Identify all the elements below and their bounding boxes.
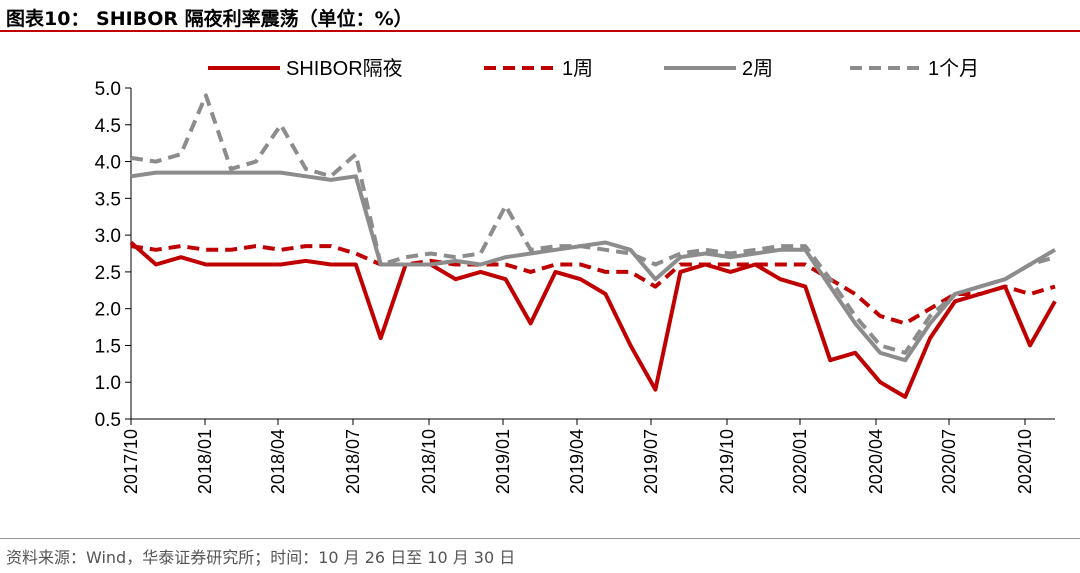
- series-line-2: [130, 170, 1057, 363]
- x-tick-label: 2019/04: [567, 429, 587, 494]
- x-tick-label: 2018/10: [419, 429, 439, 494]
- axes: 0.5 1.0 1.5 2.0 2.5 3.0 3.5 4.0 4.5 5.0 2017/10 201…: [95, 79, 1055, 494]
- x-tick-label: 2018/07: [343, 429, 363, 494]
- x-tick-label: 2020/04: [866, 429, 886, 494]
- x-tick-label: 2017/10: [121, 429, 141, 494]
- y-tick-label: 1.5: [95, 336, 121, 357]
- y-tick-label: 2.5: [95, 263, 121, 284]
- legend-label: SHIBOR隔夜: [286, 57, 403, 80]
- y-tick-label: 4.5: [95, 116, 121, 137]
- series-line-3: [130, 93, 1056, 355]
- series-line-1: [130, 244, 1056, 326]
- x-tick-label: 2019/07: [641, 429, 661, 494]
- y-tick-label: 1.0: [95, 373, 121, 394]
- y-tick-label: 2.0: [95, 300, 121, 321]
- x-tick-label: 2019/01: [493, 429, 513, 494]
- y-tick-label: 4.0: [95, 153, 121, 174]
- series-lines: [129, 93, 1057, 399]
- legend-label: 1周: [562, 58, 593, 80]
- series-line-0: [129, 240, 1057, 399]
- x-tick-label: 2018/01: [195, 429, 215, 494]
- footer-rule: [0, 538, 1080, 539]
- y-tick-label: 3.0: [95, 226, 121, 247]
- x-tick-label: 2018/04: [268, 429, 288, 494]
- title-rule: [0, 30, 1080, 32]
- y-tick-label: 3.5: [95, 189, 121, 210]
- source-note: 资料来源：Wind，华泰证券研究所；时间：10 月 26 日至 10 月 30 …: [6, 548, 516, 567]
- legend: SHIBOR隔夜 1周 2周 1个月: [208, 57, 979, 80]
- x-tick-label: 2020/07: [939, 429, 959, 494]
- y-tick-label: 5.0: [95, 79, 121, 100]
- x-tick-label: 2020/10: [1015, 429, 1035, 494]
- legend-label: 1个月: [928, 57, 979, 80]
- chart-title: 图表10： SHIBOR 隔夜利率震荡（单位：%）: [6, 8, 413, 30]
- x-tick-label: 2020/01: [790, 429, 810, 494]
- legend-label: 2周: [742, 58, 773, 80]
- y-tick-label: 0.5: [95, 410, 121, 431]
- x-tick-label: 2019/10: [717, 429, 737, 494]
